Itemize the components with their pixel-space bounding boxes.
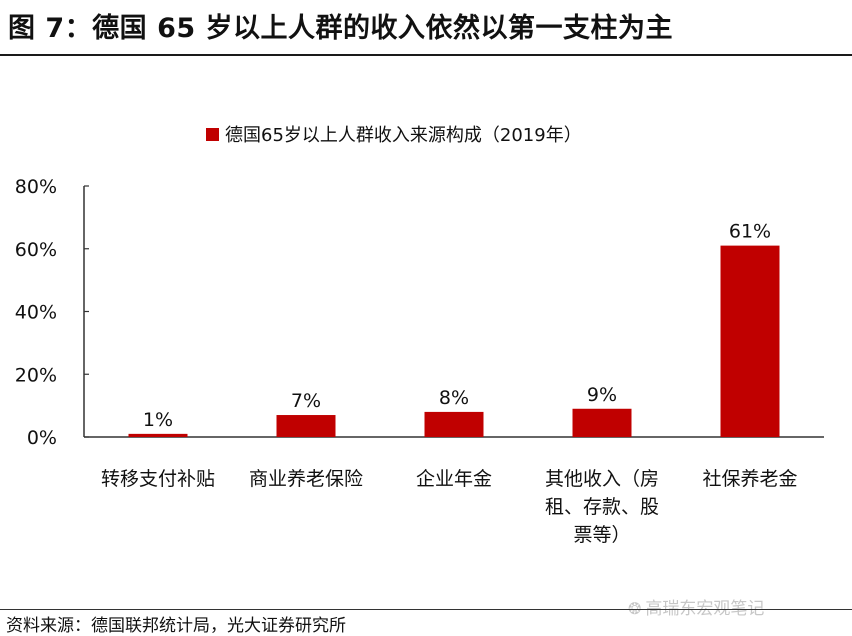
bar	[276, 415, 336, 437]
legend-label: 德国65岁以上人群收入来源构成（2019年）	[225, 125, 582, 146]
category-label: 转移支付补贴	[101, 468, 215, 490]
top-rule	[0, 54, 852, 56]
category-label: 租、存款、股	[545, 496, 659, 518]
category-label: 社保养老金	[702, 468, 797, 490]
watermark: ❂ 高瑞东宏观笔记	[628, 594, 764, 619]
y-tick-label: 40%	[15, 302, 57, 324]
y-tick-label: 60%	[15, 239, 57, 261]
bar	[128, 433, 188, 437]
category-label: 票等）	[573, 524, 630, 546]
category-label: 商业养老保险	[249, 468, 363, 490]
data-label: 61%	[729, 221, 771, 243]
data-label: 8%	[439, 387, 469, 409]
bar	[572, 408, 632, 437]
category-label: 企业年金	[416, 468, 492, 490]
data-label: 9%	[587, 384, 617, 406]
source-note: 资料来源：德国联邦统计局，光大证券研究所	[6, 616, 346, 636]
bar-chart: 德国65岁以上人群收入来源构成（2019年） 0% 20% 40% 60% 80% 1% 转移…	[15, 125, 824, 546]
bar	[720, 245, 780, 437]
wechat-icon: ❂	[628, 599, 642, 618]
data-label: 1%	[143, 409, 173, 431]
bottom-rule	[0, 609, 852, 610]
y-tick-label: 80%	[15, 176, 57, 198]
legend-swatch	[206, 128, 219, 141]
figure-title: 图 7：德国 65 岁以上人群的收入依然以第一支柱为主	[8, 13, 674, 44]
category-label: 其他收入（房	[545, 468, 659, 490]
y-tick-label: 0%	[27, 427, 57, 449]
y-tick-label: 20%	[15, 364, 57, 386]
data-label: 7%	[291, 390, 321, 412]
bar	[424, 411, 484, 437]
